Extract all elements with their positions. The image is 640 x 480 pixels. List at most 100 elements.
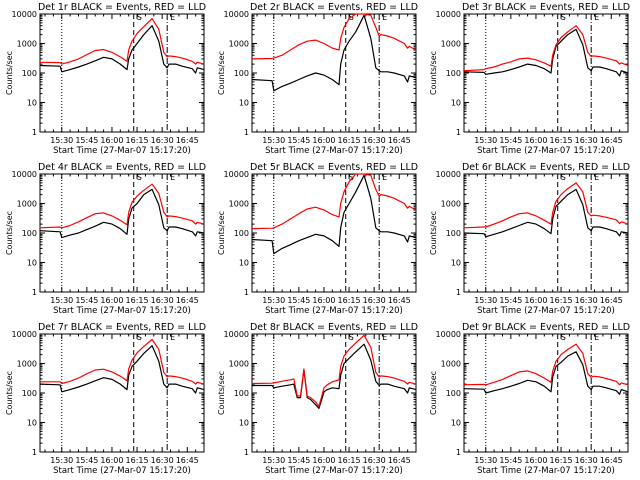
x-tick-label: 15:45 — [499, 296, 522, 305]
x-tick-label: 15:30 — [50, 456, 73, 465]
y-axis-label: Counts/sec — [429, 51, 438, 95]
series-events — [39, 345, 205, 394]
x-tick-label: 16:45 — [176, 456, 199, 465]
panel-det-3: Det 3r BLACK = Events, RED = LLD 1 10 100 10… — [429, 2, 630, 156]
panel-title: Det 2r BLACK = Events, RED = LLD — [250, 2, 418, 13]
x-tick-label: 15:30 — [50, 136, 73, 145]
x-tick-label: 16:00 — [312, 456, 335, 465]
series-events — [251, 174, 417, 255]
x-tick-label: 16:00 — [524, 456, 547, 465]
x-tick-label: 16:30 — [363, 136, 386, 145]
y-tick-label: 1000 — [229, 200, 249, 209]
y-tick-label: 100 — [446, 229, 461, 238]
y-tick-label: 100 — [446, 389, 461, 398]
x-axis-label: Start Time (27-Mar-07 15:17:20) — [53, 146, 191, 156]
series-lld — [39, 183, 205, 229]
series-lld — [251, 173, 417, 230]
x-tick-label: 16:15 — [126, 296, 149, 305]
x-tick-label: 16:45 — [388, 136, 411, 145]
panel-det-5: Det 5r BLACK = Events, RED = LLD 1 10 100 10… — [217, 162, 418, 316]
x-tick-label: 15:45 — [287, 296, 310, 305]
x-axis-label: Start Time (27-Mar-07 15:17:20) — [53, 306, 191, 316]
y-tick-label: 100 — [22, 229, 37, 238]
y-tick-label: 1000 — [229, 40, 249, 49]
y-tick-label: 10000 — [12, 330, 37, 339]
x-tick-label: 16:00 — [100, 296, 123, 305]
y-tick-label: 10 — [27, 99, 37, 108]
x-tick-label: 16:15 — [338, 296, 361, 305]
x-tick-label: 16:00 — [312, 136, 335, 145]
series-lld — [39, 18, 205, 65]
x-tick-label: 15:30 — [474, 456, 497, 465]
marker-label: E — [170, 333, 175, 342]
y-tick-label: 10 — [239, 99, 249, 108]
x-tick-label: 15:45 — [75, 456, 98, 465]
y-tick-label: 1000 — [17, 200, 37, 209]
y-tick-label: 1 — [244, 448, 249, 457]
x-tick-label: 15:30 — [262, 136, 285, 145]
y-tick-label: 10 — [451, 259, 461, 268]
marker-label: S — [349, 333, 354, 342]
series-lld — [251, 13, 417, 60]
x-tick-label: 16:00 — [524, 136, 547, 145]
series-lld — [251, 334, 417, 407]
x-tick-label: 16:00 — [312, 296, 335, 305]
y-tick-label: 10 — [27, 419, 37, 428]
x-tick-label: 16:15 — [550, 296, 573, 305]
marker-label: E — [594, 13, 599, 22]
plot-frame — [463, 173, 629, 293]
x-tick-label: 16:15 — [338, 456, 361, 465]
x-tick-label: 15:30 — [474, 136, 497, 145]
x-tick-label: 16:45 — [600, 296, 623, 305]
y-tick-label: 1 — [244, 288, 249, 297]
x-tick-label: 15:45 — [499, 456, 522, 465]
y-tick-label: 1 — [456, 128, 461, 137]
y-tick-label: 100 — [446, 69, 461, 78]
marker-label: E — [170, 173, 175, 182]
y-tick-label: 100 — [22, 389, 37, 398]
marker-label: E — [382, 13, 387, 22]
x-tick-label: 16:15 — [126, 456, 149, 465]
y-tick-label: 10 — [451, 99, 461, 108]
x-tick-label: 16:15 — [338, 136, 361, 145]
marker-label: E — [594, 333, 599, 342]
x-tick-label: 16:30 — [575, 456, 598, 465]
x-tick-label: 16:30 — [151, 456, 174, 465]
x-tick-label: 16:45 — [600, 456, 623, 465]
marker-label: E — [594, 173, 599, 182]
x-tick-label: 16:00 — [524, 296, 547, 305]
x-tick-label: 16:30 — [363, 456, 386, 465]
x-tick-label: 16:45 — [388, 296, 411, 305]
panel-det-6: Det 6r BLACK = Events, RED = LLD 1 10 100 10… — [429, 162, 630, 316]
series-lld — [463, 25, 629, 72]
panel-title: Det 9r BLACK = Events, RED = LLD — [462, 322, 630, 333]
panel-title: Det 8r BLACK = Events, RED = LLD — [250, 322, 418, 333]
series-events — [39, 188, 205, 239]
x-tick-label: 16:15 — [550, 136, 573, 145]
marker-label: S — [349, 173, 354, 182]
x-tick-label: 16:30 — [575, 296, 598, 305]
y-tick-label: 10000 — [224, 170, 249, 179]
x-tick-label: 15:45 — [499, 136, 522, 145]
y-tick-label: 1 — [456, 448, 461, 457]
y-tick-label: 1000 — [441, 360, 461, 369]
y-axis-label: Counts/sec — [5, 51, 14, 95]
x-axis-label: Start Time (27-Mar-07 15:17:20) — [53, 466, 191, 476]
y-tick-label: 10000 — [12, 170, 37, 179]
y-tick-label: 10000 — [12, 10, 37, 19]
y-tick-label: 100 — [234, 229, 249, 238]
y-tick-label: 1 — [32, 448, 37, 457]
y-axis-label: Counts/sec — [217, 211, 226, 255]
series-lld — [463, 343, 629, 386]
series-events — [463, 351, 629, 395]
y-tick-label: 100 — [234, 69, 249, 78]
y-tick-label: 1 — [32, 288, 37, 297]
marker-label: E — [382, 173, 387, 182]
marker-label: E — [382, 333, 387, 342]
series-lld — [463, 182, 629, 229]
x-tick-label: 16:45 — [176, 136, 199, 145]
marker-label: S — [137, 13, 142, 22]
panel-title: Det 5r BLACK = Events, RED = LLD — [250, 162, 418, 173]
series-events — [463, 188, 629, 238]
x-tick-label: 15:30 — [474, 296, 497, 305]
